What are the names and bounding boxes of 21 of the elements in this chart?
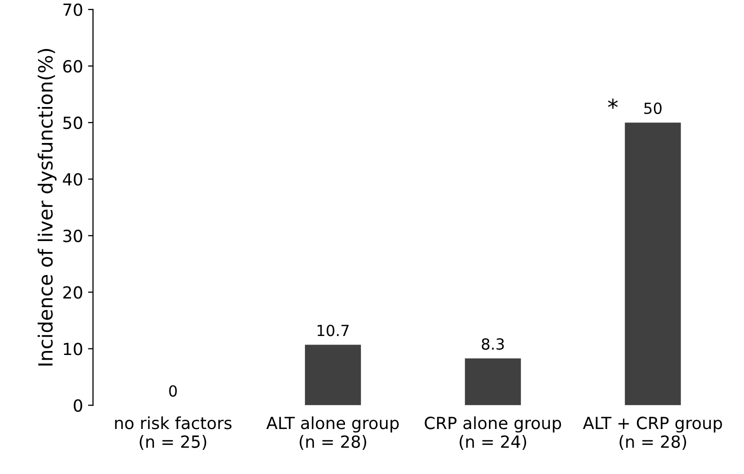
y-tick-label: 40 — [62, 173, 82, 186]
x-tick-label: no risk factors (n = 25) — [115, 416, 232, 450]
y-tick-label: 0 — [74, 399, 82, 412]
bar — [304, 344, 361, 406]
data-label: 8.3 — [482, 338, 504, 350]
y-tick-label: 20 — [63, 286, 82, 299]
x-tick-label: ALT + CRP group (n = 28) — [582, 416, 722, 450]
x-tick-label: CRP alone group (n = 24) — [424, 416, 562, 450]
y-tick-label: 30 — [63, 230, 82, 242]
y-tick-label: 50 — [63, 116, 82, 130]
annotation: * — [608, 98, 618, 109]
data-label: 0 — [169, 385, 177, 397]
y-tick-label: 60 — [63, 60, 82, 73]
y-tick-label: 10 — [64, 342, 82, 356]
x-tick-label: ALT alone group (n = 28) — [266, 416, 399, 450]
y-axis-title: Incidence of liver dysfunction(%) — [38, 49, 57, 366]
bar — [464, 358, 521, 406]
data-label: 10.7 — [318, 324, 349, 336]
y-tick-label: 70 — [63, 3, 82, 16]
bar — [624, 122, 681, 406]
data-label: 50 — [644, 102, 662, 114]
